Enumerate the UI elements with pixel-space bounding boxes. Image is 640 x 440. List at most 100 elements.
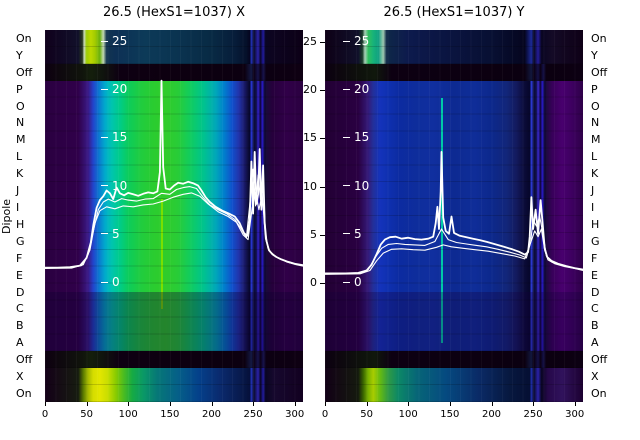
heatmap-band-off_top: [45, 63, 303, 82]
row-label: X: [16, 370, 24, 384]
row-label: X: [591, 370, 599, 384]
row-labels-left: On Y Off P O N M L K J I H G F E D C B A Off X On: [15, 30, 44, 402]
row-label: L: [591, 150, 598, 164]
x-tick-mark: [211, 402, 213, 406]
x-tick-mark: [449, 402, 451, 406]
x-tick-label: 250: [243, 409, 263, 420]
profile-line: [325, 151, 583, 275]
title-left: 26.5 (HexS1=1037) X: [103, 5, 245, 20]
row-label: E: [16, 268, 23, 282]
row-label: O: [591, 99, 600, 113]
x-tick-mark: [408, 402, 410, 406]
gutter-ytick-label: 10: [303, 179, 317, 193]
row-label: I: [591, 201, 595, 215]
x-tick-label: 0: [41, 409, 49, 420]
row-label: F: [591, 251, 598, 265]
row-label: Off: [591, 353, 608, 367]
row-label: On: [591, 31, 607, 45]
row-label: M: [591, 133, 601, 147]
row-label: G: [16, 234, 25, 248]
gutter-ytick-label: 0: [310, 276, 317, 289]
row-label: J: [16, 184, 20, 198]
profile-line: [45, 168, 303, 269]
row-label: J: [591, 184, 595, 198]
row-label: D: [591, 285, 600, 299]
panel-right: 0 5 10 15 20 25: [325, 30, 583, 402]
x-tick-label: 100: [118, 409, 138, 420]
row-label: On: [16, 387, 32, 401]
row-label: K: [591, 167, 599, 181]
heatmap-band-bottom: [45, 368, 303, 402]
x-tick-mark: [325, 402, 326, 406]
x-tick-mark: [366, 402, 368, 406]
row-label: On: [591, 387, 607, 401]
x-tick-mark: [128, 402, 130, 406]
x-tick-mark: [533, 402, 535, 406]
heatmap-shade: [45, 292, 303, 352]
row-label: B: [16, 319, 24, 333]
x-tick-label: 200: [201, 409, 222, 420]
x-tick-label: 150: [440, 409, 460, 420]
gutter-ytick-mark: [320, 138, 325, 140]
gutter-ytick-mark: [320, 234, 325, 236]
profile-lines-svg: [325, 151, 583, 275]
row-label: O: [16, 99, 25, 113]
heatmap-feature: [160, 199, 163, 309]
panel-left: 0 5 10 15 20 25: [45, 30, 303, 402]
heatmap-shade: [325, 292, 583, 352]
gutter-ytick-mark: [320, 186, 325, 188]
row-label: L: [16, 150, 23, 164]
row-label: P: [591, 82, 598, 96]
x-tick-label: 250: [523, 409, 543, 420]
gutter-ytick-mark: [320, 283, 325, 284]
heatmap-band-off_top: [325, 63, 583, 82]
heatmap-bands: [45, 30, 303, 402]
x-tick-label: 300: [285, 409, 305, 420]
dipole-axis-label: Dipole: [0, 198, 13, 234]
row-labels-right: On Y Off P O N M L K J I H G F E D C B A Off X On: [590, 30, 638, 402]
row-label: H: [16, 217, 25, 231]
row-label: D: [16, 285, 25, 299]
x-tick-mark: [86, 402, 88, 406]
row-label: Off: [16, 353, 33, 367]
x-tick-mark: [45, 402, 46, 406]
row-label: I: [16, 201, 20, 215]
heatmap-band-bottom: [325, 368, 583, 402]
x-tick-mark: [294, 402, 296, 406]
row-label: G: [591, 234, 600, 248]
row-label: M: [16, 133, 26, 147]
profile-lines-svg: [45, 79, 303, 270]
x-tick-label: 50: [360, 409, 373, 420]
row-label: C: [16, 302, 24, 316]
title-right: 26.5 (HexS1=1037) Y: [383, 5, 525, 20]
row-label: Y: [591, 48, 598, 62]
heatmap-band-top: [45, 30, 303, 65]
profile-line: [45, 191, 303, 270]
row-label: C: [591, 302, 599, 316]
row-label: P: [16, 82, 23, 96]
heatmap-band-off_bottom: [325, 351, 583, 369]
x-tick-mark: [491, 402, 493, 406]
row-label: F: [16, 251, 23, 265]
x-tick-label: 50: [80, 409, 93, 420]
x-tick-mark: [253, 402, 255, 406]
row-label: N: [16, 116, 25, 130]
gutter-yticks: 0 5 10 15 20 25: [303, 30, 325, 402]
row-label: Off: [591, 65, 608, 79]
gutter-ytick-label: 20: [303, 83, 317, 97]
row-label: N: [591, 116, 600, 130]
heatmap-feature: [440, 97, 443, 343]
row-label: B: [591, 319, 599, 333]
gutter-ytick-mark: [320, 42, 325, 43]
profile-line: [325, 228, 583, 275]
profile-line: [325, 215, 583, 275]
row-label: E: [591, 268, 598, 282]
profile-line: [45, 79, 303, 269]
row-label: A: [16, 336, 24, 350]
x-tick-label: 100: [398, 409, 418, 420]
gutter-ytick-label: 5: [310, 227, 317, 241]
x-tick-label: 300: [565, 409, 585, 420]
row-label: A: [591, 336, 599, 350]
x-tick-label: 200: [481, 409, 502, 420]
